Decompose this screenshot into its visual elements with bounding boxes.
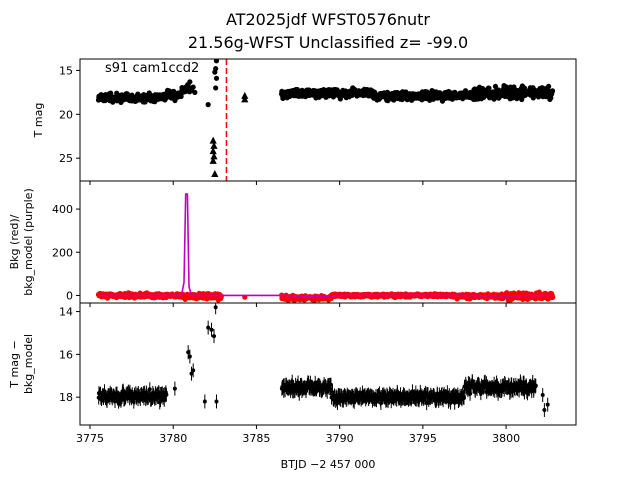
y-tick-label: 25	[59, 152, 73, 165]
data-point	[189, 371, 194, 376]
x-tick-label: 3800	[492, 432, 520, 445]
triangle-marker	[241, 91, 249, 99]
triangle-marker	[209, 147, 217, 155]
y-tick-label: 20	[59, 108, 73, 121]
data-point	[187, 79, 193, 85]
triangle-marker	[241, 95, 249, 103]
y-axis-label-line2: bkg_model	[22, 334, 35, 394]
data-point	[192, 89, 198, 95]
panel-frame	[79, 58, 577, 182]
data-point	[461, 395, 466, 400]
x-tick-label: 3785	[242, 432, 270, 445]
data-point	[202, 399, 207, 404]
data-point	[540, 393, 545, 398]
triangle-marker	[209, 136, 217, 144]
triangle-marker	[209, 156, 217, 164]
data-point	[164, 392, 169, 397]
data-point	[486, 85, 492, 91]
x-tick-label: 3775	[76, 432, 104, 445]
plot-area-middle	[95, 193, 556, 303]
triangle-marker	[211, 169, 219, 177]
y-axis-label-line1: Bkg (red)/	[8, 214, 21, 269]
panel-middle: 0 200 400 Bkg (red)/bkg_model (purple)	[8, 180, 577, 307]
x-axis-label: BTJD −2 457 000	[281, 458, 376, 471]
data-point	[530, 95, 536, 101]
data-point	[549, 88, 556, 94]
x-tick-label: 3795	[409, 432, 437, 445]
data-point	[328, 382, 333, 387]
data-point	[328, 386, 333, 391]
data-point	[191, 368, 196, 373]
data-point	[172, 386, 177, 391]
y-tick-label: 0	[66, 289, 73, 302]
data-point	[211, 334, 216, 339]
x-tick-label: 3780	[159, 432, 187, 445]
panels: 15 20 25 T mag s91 cam1ccd2 0 200 400 Bkg (red)/…	[8, 58, 577, 471]
panel-frame	[79, 180, 577, 304]
data-point	[209, 327, 214, 332]
figure-title-line2: 21.56g-WFST Unclassified z= -99.0	[188, 33, 468, 52]
y-axis-label-line1: T mag −	[8, 340, 21, 388]
data-point	[462, 88, 469, 94]
data-point	[205, 102, 211, 108]
data-point	[533, 383, 538, 388]
x-tick-label: 3790	[326, 432, 354, 445]
data-point	[213, 305, 218, 310]
panel-frame	[79, 302, 577, 426]
data-point	[213, 85, 219, 91]
data-point	[542, 408, 547, 413]
y-axis-label: T mag	[32, 103, 45, 139]
data-point	[492, 83, 499, 90]
sector-annotation: s91 cam1ccd2	[105, 61, 199, 76]
figure-title-line1: AT2025jdf WFST0576nutr	[226, 10, 430, 29]
panel-bottom: 14 16 18 3775 3780 3785 3790 3795 3800 T mag − bkg…	[8, 302, 577, 471]
data-point	[545, 402, 550, 407]
data-point	[337, 96, 343, 102]
series-line-bkg-model	[98, 193, 553, 298]
data-point	[546, 83, 552, 89]
data-point	[213, 59, 220, 64]
plot-area-bottom	[96, 303, 550, 418]
y-tick-label: 18	[59, 391, 73, 404]
y-tick-label: 14	[59, 306, 73, 319]
data-point	[214, 399, 219, 404]
y-tick-label: 200	[52, 246, 73, 259]
y-tick-label: 400	[52, 203, 73, 216]
y-axis-label-line2: bkg_model (purple)	[22, 188, 35, 295]
data-point	[187, 354, 192, 359]
data-point	[212, 69, 218, 75]
data-point	[213, 75, 220, 81]
y-tick-label: 15	[59, 64, 73, 77]
data-point	[186, 350, 191, 355]
panel-top: 15 20 25 T mag s91 cam1ccd2	[32, 58, 577, 185]
triangle-marker	[210, 152, 218, 160]
y-tick-label: 16	[59, 348, 73, 361]
data-point	[190, 84, 196, 90]
data-point	[206, 325, 211, 330]
triangle-marker	[210, 141, 218, 149]
plot-area-top	[95, 59, 556, 177]
